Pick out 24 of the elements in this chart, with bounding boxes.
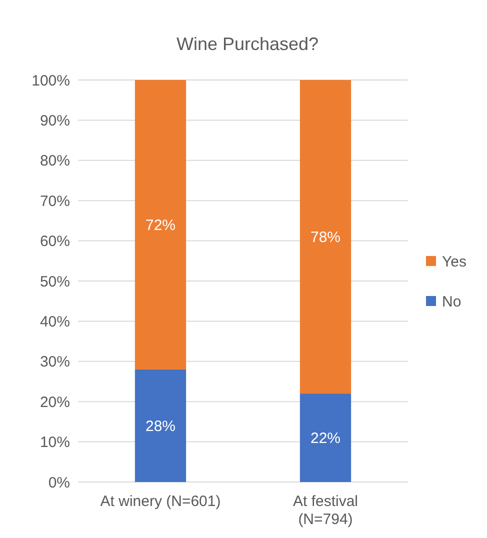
y-tick-label: 50% [40,273,70,290]
legend-label: Yes [442,253,466,270]
y-tick-label: 20% [40,394,70,411]
bar [300,394,352,482]
data-label: 72% [145,216,176,234]
legend-label: No [442,293,462,310]
x-tick-label: At festival (N=794) [292,493,358,528]
data-label: 28% [145,418,176,435]
data-label: 78% [310,229,341,246]
y-tick-label: 30% [40,354,70,371]
y-tick-label: 80% [40,152,70,170]
data-label: 22% [310,430,341,448]
y-tick-label: 10% [40,434,70,452]
y-tick-label: 0% [48,474,70,492]
y-tick-label: 90% [40,112,70,130]
bar [134,369,186,482]
y-tick-label: 40% [40,313,70,330]
bar [300,80,352,394]
chart-title: Wine Purchased? [176,34,319,54]
y-tick-label: 70% [40,192,70,210]
y-tick-label: 100% [32,72,70,90]
y-tick-label: 60% [40,233,70,250]
bar [134,80,186,370]
x-tick-label: At winery (N=601) [100,493,221,510]
